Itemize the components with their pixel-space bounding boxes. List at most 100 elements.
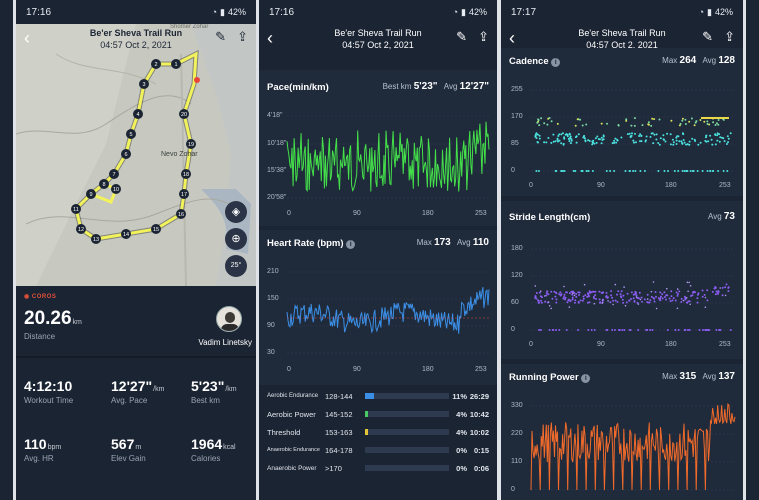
edit-icon[interactable]: ✎ <box>456 29 467 44</box>
avg-pace-label: Avg. Pace <box>111 396 148 405</box>
stride-point <box>647 301 650 304</box>
cadence-point <box>583 134 586 137</box>
route-map[interactable]: 1 2 3 4 5 6 7 8 9 10 11 12 13 14 15 16 17 18 19 20 Nevo Zoh… <box>16 24 256 286</box>
stride-point <box>626 292 629 295</box>
km-marker <box>99 179 109 189</box>
cadence-point <box>641 124 644 127</box>
cadence-point <box>558 133 561 136</box>
status-bar: 17:17 ◔ ▮ 42% <box>501 0 743 24</box>
stride-point <box>637 329 640 331</box>
cadence-point <box>678 124 681 127</box>
best-km-label: Best km <box>191 396 220 405</box>
x-tick: 90 <box>353 366 361 373</box>
cadence-point <box>584 140 587 143</box>
stride-point <box>670 290 673 293</box>
cadence-point <box>543 122 546 125</box>
stride-point <box>717 290 720 293</box>
share-icon[interactable]: ⇪ <box>724 29 735 44</box>
zone-percent: 4% <box>456 427 467 437</box>
edit-icon[interactable]: ✎ <box>215 29 226 44</box>
stride-point <box>577 329 580 331</box>
pace-series-line[interactable] <box>286 121 490 193</box>
avatar[interactable] <box>216 306 242 332</box>
y-tick: 110 <box>511 458 523 465</box>
zone-row[interactable]: Anaerobic Power >170 0% 0:06 <box>267 460 489 476</box>
edit-icon[interactable]: ✎ <box>702 29 713 44</box>
stride-point <box>687 300 690 303</box>
activity-date: 04:57 Oct 2, 2021 <box>342 40 414 50</box>
stride-point <box>727 286 730 289</box>
y-tick: 0 <box>511 326 515 333</box>
cadence-point <box>581 124 584 127</box>
info-icon[interactable]: i <box>551 58 561 67</box>
cadence-point <box>657 142 660 144</box>
stride-point <box>538 329 540 331</box>
activity-title: Be'er Sheva Trail Run <box>334 28 422 38</box>
cadence-point <box>716 139 719 142</box>
km-marker <box>133 109 143 119</box>
y-tick: 60 <box>511 299 519 306</box>
stride-point <box>582 295 585 298</box>
km-marker-label: 9 <box>89 192 92 198</box>
zone-row[interactable]: Anaerobic Endurance 164-178 0% 0:15 <box>267 442 489 458</box>
zone-row[interactable]: Threshold 153-163 4% 10:02 <box>267 424 489 440</box>
stride-point <box>586 295 589 298</box>
cadence-point <box>709 134 712 137</box>
tilt-button[interactable]: 25° <box>225 255 247 277</box>
stride-point <box>582 297 585 300</box>
battery-level: 42% <box>714 7 733 17</box>
cadence-point <box>554 140 557 143</box>
km-marker-label: 2 <box>154 62 157 68</box>
share-icon[interactable]: ⇪ <box>237 29 248 44</box>
cadence-point <box>557 135 560 137</box>
heart-rate-series-line[interactable] <box>286 287 490 334</box>
y-tick: 210 <box>267 268 279 275</box>
cadence-point <box>632 139 635 142</box>
x-tick: 253 <box>719 182 731 189</box>
back-arrow-icon[interactable]: ‹ <box>24 28 30 48</box>
elev-gain-label: Elev Gain <box>111 454 146 463</box>
stride-point <box>535 297 538 300</box>
cadence-point <box>705 117 707 119</box>
cadence-point <box>537 170 540 172</box>
cadence-point <box>664 140 667 143</box>
stride-point <box>630 291 633 294</box>
cadence-scatter-points[interactable] <box>534 117 732 172</box>
cadence-point <box>574 124 577 127</box>
cadence-point <box>600 122 603 125</box>
cadence-point <box>659 137 662 140</box>
power-series-line[interactable] <box>530 402 736 491</box>
cadence-point <box>672 141 675 144</box>
zone-row[interactable]: Aerobic Endurance 128-144 11% 26:29 <box>267 388 489 404</box>
cadence-point <box>708 123 711 126</box>
stride-point <box>609 301 612 304</box>
stride-point <box>701 289 704 292</box>
cadence-point <box>681 142 684 145</box>
stride-point <box>584 294 587 297</box>
share-icon[interactable]: ⇪ <box>478 29 489 44</box>
cadence-point <box>563 170 566 172</box>
workout-time-label: Workout Time <box>24 396 74 405</box>
info-icon[interactable]: i <box>346 240 356 249</box>
zone-row[interactable]: Aerobic Power 145-152 4% 10:42 <box>267 406 489 422</box>
cadence-point <box>575 135 578 138</box>
compass-button[interactable]: ⊕ <box>225 228 247 250</box>
info-icon[interactable]: i <box>581 374 591 383</box>
km-marker-label: 4 <box>136 112 139 118</box>
cadence-point <box>628 132 631 135</box>
pace-chart-panel: Pace(min/km) Best km 5'23" Avg 12'27" 4'… <box>259 70 497 226</box>
back-arrow-icon[interactable]: ‹ <box>509 28 515 48</box>
km-marker-label: 6 <box>124 152 127 158</box>
x-tick: 180 <box>665 341 677 348</box>
stride-point <box>587 329 590 331</box>
stride-scatter-points[interactable] <box>534 281 732 331</box>
back-arrow-icon[interactable]: ‹ <box>267 28 273 48</box>
stride-point <box>571 298 574 301</box>
cadence-point <box>639 140 641 143</box>
cadence-point <box>563 137 566 140</box>
signal-icon: ▮ <box>220 6 225 17</box>
stride-point <box>606 329 609 331</box>
stride-point <box>565 329 568 331</box>
layers-button[interactable]: ◈ <box>225 201 247 223</box>
stride-point <box>688 329 691 331</box>
